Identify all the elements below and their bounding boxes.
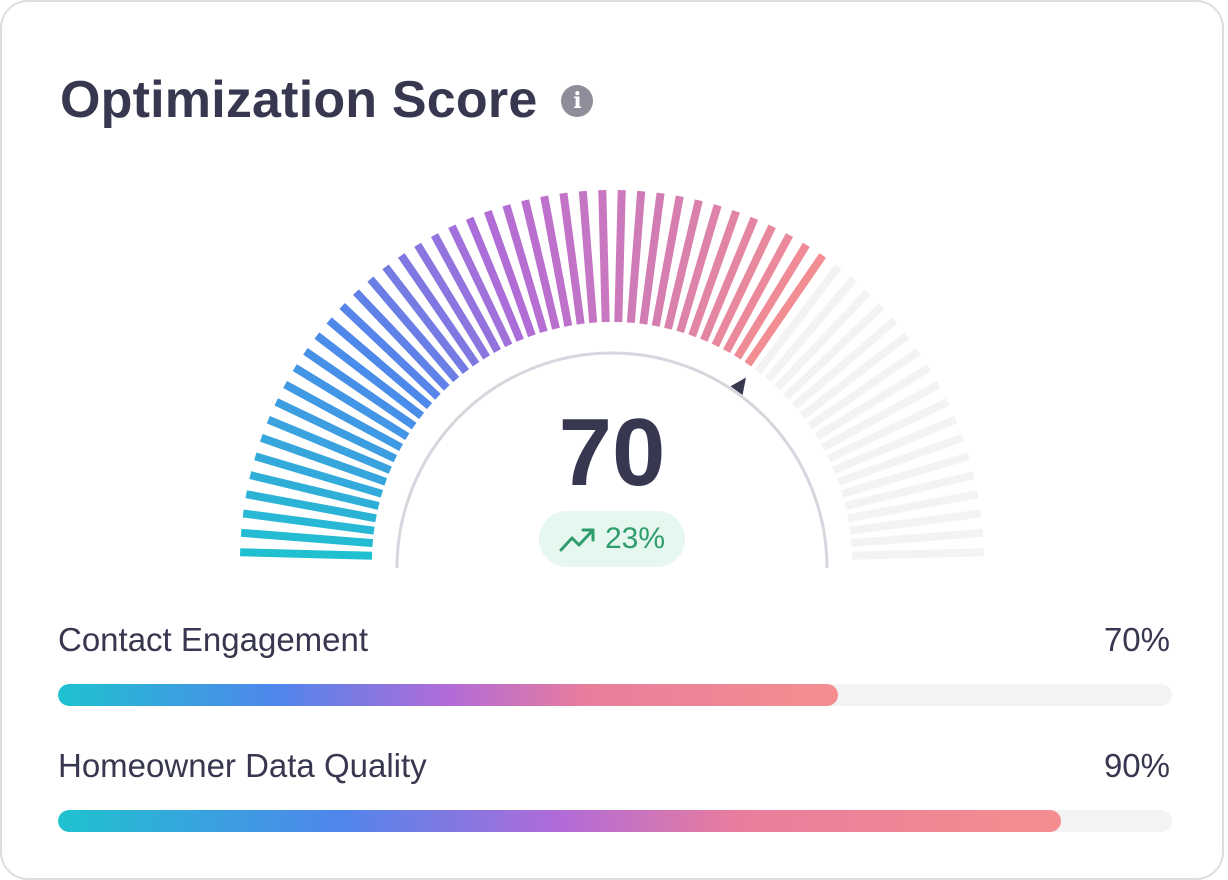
gauge-tick-active: [688, 210, 740, 338]
gauge-tick-active: [260, 434, 388, 486]
metric-value: 90%: [1103, 747, 1170, 784]
gauge-tick-inactive: [774, 289, 871, 391]
gauge-tick-active: [326, 317, 433, 410]
gauge-tick-inactive: [851, 548, 984, 560]
gauge-tick-inactive: [847, 490, 979, 523]
gauge-tick-active: [398, 253, 480, 367]
gauge-tick-active: [733, 242, 810, 360]
gauge-tick-active: [614, 190, 626, 323]
gauge-tick-active: [448, 224, 513, 348]
metric-value: 70%: [1103, 621, 1170, 658]
card-header: Optimization Score i: [60, 68, 594, 132]
gauge-tick-active: [240, 548, 373, 560]
gauge-tick-active: [521, 199, 560, 330]
score-value: 70: [558, 399, 666, 506]
gauge-tick-active: [242, 509, 375, 535]
gauge-tick-active: [723, 233, 794, 353]
gauge-ticks: [240, 190, 984, 560]
gauge-tick-active: [578, 190, 598, 324]
gauge-tick-inactive: [814, 364, 932, 441]
gauge-tick-active: [240, 528, 374, 548]
gauge-tick-active: [245, 490, 377, 523]
gauge-tick-active: [414, 242, 491, 360]
gauge-tick-inactive: [754, 264, 842, 375]
score-delta-text: 23%: [604, 522, 666, 555]
gauge-tick-active: [484, 210, 536, 338]
gauge-inner-arc: [395, 351, 829, 569]
gauge-tick-active: [274, 398, 398, 463]
progress-fill: [58, 684, 838, 706]
gauge-tick-active: [598, 190, 610, 323]
gauge-tick-inactive: [832, 415, 958, 474]
gauge-tick-active: [639, 192, 665, 325]
gauge-tick-active: [367, 276, 460, 383]
trend-up-icon: [559, 528, 595, 552]
gauge-tick-inactive: [783, 303, 885, 400]
gauge-tick-active: [744, 253, 826, 367]
gauge-tick-active: [283, 380, 403, 451]
info-icon[interactable]: i: [561, 85, 594, 117]
gauge-tick-active: [651, 195, 684, 327]
gauge-indicator: [730, 377, 747, 395]
gauge-tick-active: [540, 195, 573, 327]
gauge-tick-active: [676, 204, 722, 334]
gauge-tick-active: [700, 216, 759, 342]
gauge-tick-active: [339, 303, 441, 400]
gauge-tick-active: [465, 216, 524, 342]
gauge-tick-active: [559, 192, 585, 325]
gauge-tick-inactive: [850, 528, 984, 548]
gauge-tick-active: [303, 348, 417, 430]
gauge-tick-inactive: [840, 452, 970, 498]
gauge-tick-inactive: [799, 332, 910, 420]
gauge-tick-active: [314, 332, 425, 420]
gauge-tick-active: [502, 204, 548, 334]
gauge-tick-active: [664, 199, 703, 330]
progress-track: [58, 684, 1172, 706]
gauge-tick-inactive: [826, 398, 950, 463]
gauge-tick-active: [711, 224, 776, 348]
gauge-tick-inactive: [821, 380, 941, 451]
gauge-tick-inactive: [807, 348, 921, 430]
gauge-tick-active: [266, 415, 392, 474]
gauge-tick-inactive: [764, 276, 857, 383]
gauge-tick-active: [249, 471, 380, 510]
progress-fill: [58, 810, 1061, 832]
gauge-tick-inactive: [844, 471, 975, 510]
gauge-tick-inactive: [836, 434, 964, 486]
metric-label: Contact Engagement: [58, 621, 369, 658]
gauge-tick-active: [254, 452, 384, 498]
gauge-tick-inactive: [849, 509, 982, 535]
score-delta-badge: 23%: [539, 511, 685, 567]
gauge-tick-active: [292, 364, 410, 441]
progress-track: [58, 810, 1172, 832]
gauge-tick-active: [382, 264, 470, 375]
gauge-tick-inactive: [791, 317, 898, 410]
gauge-tick-active: [353, 289, 450, 391]
metric-label: Homeowner Data Quality: [58, 747, 427, 784]
card-title: Optimization Score: [60, 71, 538, 129]
score-gauge: [240, 190, 984, 569]
gauge-tick-active: [430, 233, 501, 353]
gauge-tick-active: [626, 190, 646, 324]
